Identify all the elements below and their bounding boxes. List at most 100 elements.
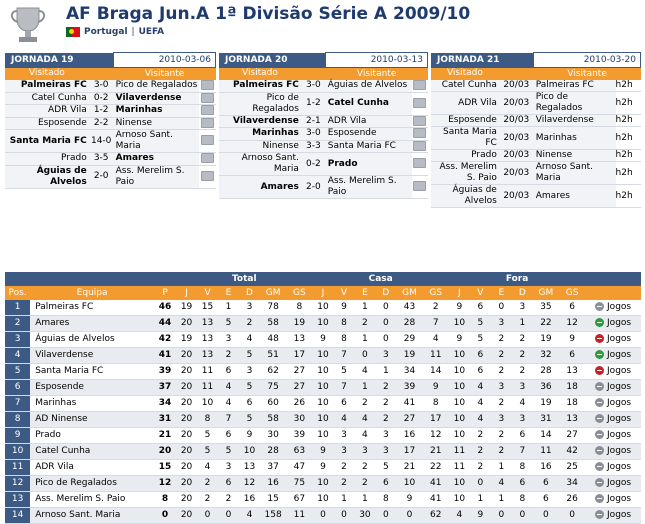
- home-team[interactable]: Esposende: [431, 114, 499, 127]
- home-team[interactable]: Arnoso Sant. Maria: [219, 152, 301, 176]
- team-name[interactable]: Vilaverdense: [30, 347, 155, 364]
- home-team[interactable]: Catel Cunha: [5, 92, 89, 105]
- match-row[interactable]: Pico de Regalados 1-2 Catel Cunha: [219, 92, 428, 116]
- away-team[interactable]: Ass. Merelim S. Paio: [325, 175, 412, 199]
- tv-icon[interactable]: [413, 128, 426, 138]
- round-label[interactable]: JORNADA 19: [5, 52, 114, 68]
- away-team[interactable]: Pico de Regalados: [113, 80, 200, 93]
- match-row[interactable]: Santa Maria FC 14-0 Arnoso Sant. Maria: [5, 129, 216, 153]
- tv-icon[interactable]: [200, 92, 214, 103]
- match-row[interactable]: Catel Cunha 20/03 Palmeiras FC h2h: [431, 80, 641, 92]
- team-name[interactable]: Águias de Alvelos: [30, 331, 155, 348]
- team-name[interactable]: ADR Vila: [30, 459, 155, 476]
- match-row[interactable]: Esposende 20/03 Vilaverdense h2h: [431, 114, 641, 127]
- home-team[interactable]: Amares: [219, 175, 301, 199]
- tv-icon[interactable]: [413, 97, 426, 108]
- team-name[interactable]: Marinhas: [30, 395, 155, 412]
- match-score[interactable]: 14-0: [88, 129, 114, 153]
- home-team[interactable]: Santa Maria FC: [431, 126, 499, 150]
- home-team[interactable]: Catel Cunha: [431, 80, 499, 92]
- tv-icon[interactable]: [200, 117, 214, 128]
- org-link[interactable]: UEFA: [138, 27, 165, 37]
- h2h-link[interactable]: h2h: [615, 114, 641, 127]
- games-link[interactable]: Jogos: [607, 414, 632, 424]
- team-name[interactable]: Esposende: [30, 379, 155, 396]
- away-team[interactable]: Vilaverdense: [533, 114, 616, 127]
- tv-icon[interactable]: [200, 170, 214, 181]
- home-team[interactable]: Santa Maria FC: [5, 129, 89, 153]
- team-name[interactable]: Ass. Merelim S. Paio: [30, 491, 155, 508]
- match-row[interactable]: Prado 20/03 Ninense h2h: [431, 149, 641, 162]
- home-team[interactable]: Ninense: [219, 140, 301, 153]
- match-row[interactable]: Prado 3-5 Amares: [5, 152, 216, 166]
- games-link[interactable]: Jogos: [607, 366, 632, 376]
- away-team[interactable]: Marinhas: [533, 126, 616, 150]
- match-row[interactable]: Águias de Alvelos 20/03 Amares h2h: [431, 184, 641, 208]
- match-row[interactable]: Marinhas 3-0 Esposende: [219, 127, 428, 141]
- home-team[interactable]: Águias de Alvelos: [5, 165, 89, 189]
- away-team[interactable]: ADR Vila: [325, 115, 412, 128]
- home-team[interactable]: Esposende: [5, 117, 89, 130]
- games-link[interactable]: Jogos: [607, 494, 632, 504]
- match-score[interactable]: 2-0: [300, 175, 326, 199]
- team-name[interactable]: Amares: [30, 315, 155, 332]
- match-score[interactable]: 3-0: [300, 80, 326, 93]
- away-team[interactable]: Marinhas: [113, 104, 200, 118]
- away-team[interactable]: Ass. Merelim S. Paio: [113, 165, 200, 189]
- match-row[interactable]: Catel Cunha 0-2 Vilaverdense: [5, 92, 216, 105]
- match-row[interactable]: Águias de Alvelos 2-0 Ass. Merelim S. Paio: [5, 165, 216, 189]
- match-score[interactable]: 3-5: [88, 152, 114, 166]
- games-link[interactable]: Jogos: [607, 478, 632, 488]
- match-row[interactable]: ADR Vila 20/03 Pico de Regalados h2h: [431, 91, 641, 115]
- tv-icon[interactable]: [200, 80, 214, 90]
- away-team[interactable]: Amares: [113, 152, 200, 166]
- match-score[interactable]: 2-0: [88, 165, 114, 189]
- team-name[interactable]: Pico de Regalados: [30, 475, 155, 492]
- games-link[interactable]: Jogos: [607, 398, 632, 408]
- tv-icon[interactable]: [413, 140, 426, 151]
- home-team[interactable]: ADR Vila: [431, 91, 499, 115]
- match-row[interactable]: Ninense 3-3 Santa Maria FC: [219, 140, 428, 153]
- h2h-link[interactable]: h2h: [615, 126, 641, 150]
- home-team[interactable]: Palmeiras FC: [219, 80, 301, 93]
- match-row[interactable]: Palmeiras FC 3-0 Pico de Regalados: [5, 80, 216, 93]
- match-row[interactable]: Ass. Merelim S. Paio 20/03 Arnoso Sant. Ma…: [431, 161, 641, 185]
- games-link[interactable]: Jogos: [607, 446, 632, 456]
- match-row[interactable]: Esposende 2-2 Ninense: [5, 117, 216, 130]
- home-team[interactable]: Ass. Merelim S. Paio: [431, 161, 499, 185]
- match-score[interactable]: 3-3: [300, 140, 326, 153]
- away-team[interactable]: Arnoso Sant. Maria: [113, 129, 200, 153]
- away-team[interactable]: Prado: [325, 152, 412, 176]
- match-score[interactable]: 1-2: [300, 92, 326, 116]
- home-team[interactable]: Prado: [5, 152, 89, 166]
- team-name[interactable]: AD Ninense: [30, 411, 155, 428]
- home-team[interactable]: Palmeiras FC: [5, 80, 89, 93]
- tv-icon[interactable]: [413, 181, 426, 192]
- match-score[interactable]: 0-2: [300, 152, 326, 176]
- match-score[interactable]: 3-0: [88, 80, 114, 93]
- away-team[interactable]: Esposende: [325, 127, 412, 141]
- match-row[interactable]: Arnoso Sant. Maria 0-2 Prado: [219, 152, 428, 176]
- tv-icon[interactable]: [200, 153, 214, 163]
- away-team[interactable]: Águias de Alvelos: [325, 80, 412, 93]
- games-link[interactable]: Jogos: [607, 430, 632, 440]
- tv-icon[interactable]: [413, 80, 426, 90]
- team-name[interactable]: Palmeiras FC: [30, 300, 155, 316]
- match-score[interactable]: 2-2: [88, 117, 114, 130]
- match-row[interactable]: Palmeiras FC 3-0 Águias de Alvelos: [219, 80, 428, 93]
- round-label[interactable]: JORNADA 21: [431, 52, 534, 68]
- away-team[interactable]: Pico de Regalados: [533, 91, 616, 115]
- games-link[interactable]: Jogos: [607, 318, 632, 328]
- away-team[interactable]: Arnoso Sant. Maria: [533, 161, 616, 185]
- match-row[interactable]: ADR Vila 1-2 Marinhas: [5, 104, 216, 118]
- match-row[interactable]: Santa Maria FC 20/03 Marinhas h2h: [431, 126, 641, 150]
- home-team[interactable]: Pico de Regalados: [219, 92, 301, 116]
- home-team[interactable]: Vilaverdense: [219, 115, 301, 128]
- match-score[interactable]: 0-2: [88, 92, 114, 105]
- h2h-link[interactable]: h2h: [615, 80, 641, 92]
- away-team[interactable]: Amares: [533, 184, 616, 208]
- home-team[interactable]: Prado: [431, 149, 499, 162]
- h2h-link[interactable]: h2h: [615, 161, 641, 185]
- home-team[interactable]: Marinhas: [219, 127, 301, 141]
- match-row[interactable]: Vilaverdense 2-1 ADR Vila: [219, 115, 428, 128]
